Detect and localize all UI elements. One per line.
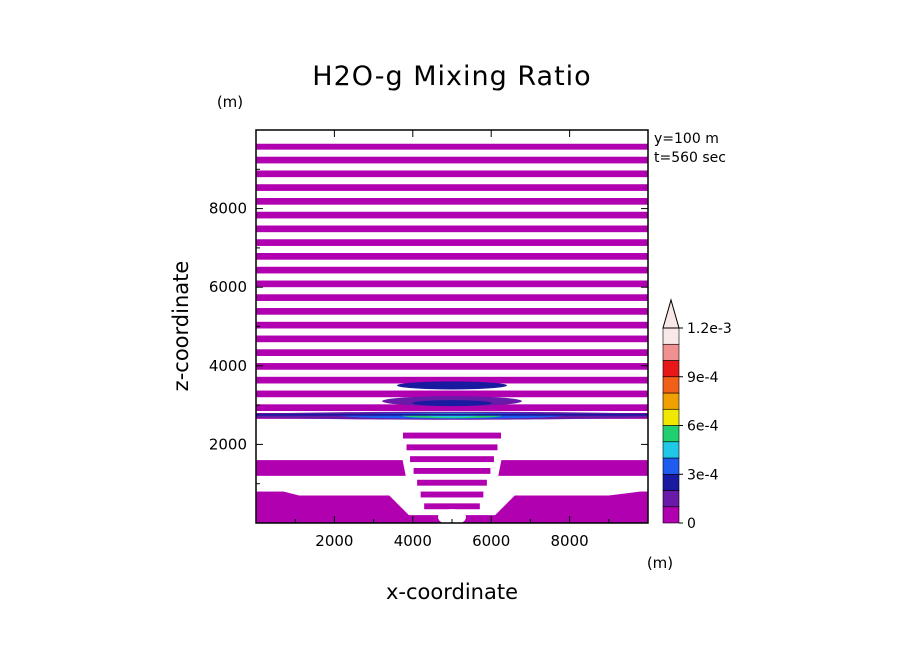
contour-band <box>256 184 648 191</box>
contour-band <box>256 211 648 219</box>
contour-band <box>256 321 648 329</box>
contour-band <box>256 404 648 411</box>
contour-band <box>256 376 648 384</box>
contour-band <box>256 280 648 288</box>
contour-band <box>256 363 648 370</box>
x-tick-label: 4000 <box>394 532 432 550</box>
colorbar-label: 0 <box>687 516 696 532</box>
plume-stripe <box>424 503 480 510</box>
contour-band <box>256 239 648 246</box>
x-tick-label: 2000 <box>315 532 353 550</box>
contour-band <box>256 253 648 260</box>
contour-band <box>256 156 648 164</box>
contour-band <box>256 143 648 150</box>
moisture-layer-line <box>256 413 648 416</box>
y-axis-label: z-coordinate <box>169 261 193 392</box>
colorbar-extend-arrow <box>662 298 680 329</box>
plume-stripe <box>420 491 484 498</box>
plume-stripe <box>410 456 494 463</box>
x-tick-label: 6000 <box>472 532 510 550</box>
colorbar-swatch <box>662 327 680 345</box>
colorbar-label: 9e-4 <box>687 370 719 386</box>
contour-band <box>256 225 648 233</box>
contour-band <box>256 335 648 343</box>
time-annotation: t=560 sec <box>654 150 726 166</box>
moisture-lens <box>412 400 492 407</box>
x-unit-label: (m) <box>647 554 673 572</box>
plot-area <box>256 143 648 523</box>
plume-stripe <box>417 479 487 486</box>
chart-title: H2O-g Mixing Ratio <box>312 61 591 92</box>
colorbar-label: 3e-4 <box>687 467 719 483</box>
y-position-annotation: y=100 m <box>654 131 719 147</box>
colorbar-label: 1.2e-3 <box>687 321 732 337</box>
y-tick-label: 4000 <box>209 357 247 375</box>
x-axis-label: x-coordinate <box>386 580 518 604</box>
contour-band <box>256 197 648 205</box>
plume-stripe <box>406 444 498 451</box>
contour-band <box>256 294 648 301</box>
plume-stripe <box>413 467 491 474</box>
contour-band <box>256 390 648 398</box>
contour-band <box>256 349 648 356</box>
colorbar-swatch <box>662 360 680 378</box>
plume-core <box>438 509 466 523</box>
colorbar-swatch <box>662 490 680 508</box>
colorbar-swatch <box>662 425 680 443</box>
colorbar-swatch <box>662 343 680 361</box>
contour-band <box>256 170 648 178</box>
colorbar-swatch <box>662 506 680 524</box>
colorbar-swatch <box>662 441 680 459</box>
plume-stripe <box>403 432 501 439</box>
colorbar-swatch <box>662 473 680 491</box>
colorbar-swatch <box>662 376 680 394</box>
y-tick-label: 6000 <box>209 278 247 296</box>
axis-ticks: 2000 4000 6000 8000 2000 4000 6000 8000 <box>209 130 648 550</box>
contour-band <box>256 308 648 315</box>
y-tick-label: 8000 <box>209 200 247 218</box>
colorbar-swatch <box>662 457 680 475</box>
colorbar-label: 6e-4 <box>687 419 719 435</box>
moisture-lens <box>397 381 507 390</box>
y-unit-label: (m) <box>217 93 243 111</box>
y-tick-label: 2000 <box>209 435 247 453</box>
colorbar-swatch <box>662 392 680 410</box>
contour-band <box>256 266 648 274</box>
colorbar-swatch <box>662 408 680 426</box>
x-tick-label: 8000 <box>551 532 589 550</box>
colorbar: 0 3e-4 6e-4 9e-4 1.2e-3 <box>662 298 732 532</box>
